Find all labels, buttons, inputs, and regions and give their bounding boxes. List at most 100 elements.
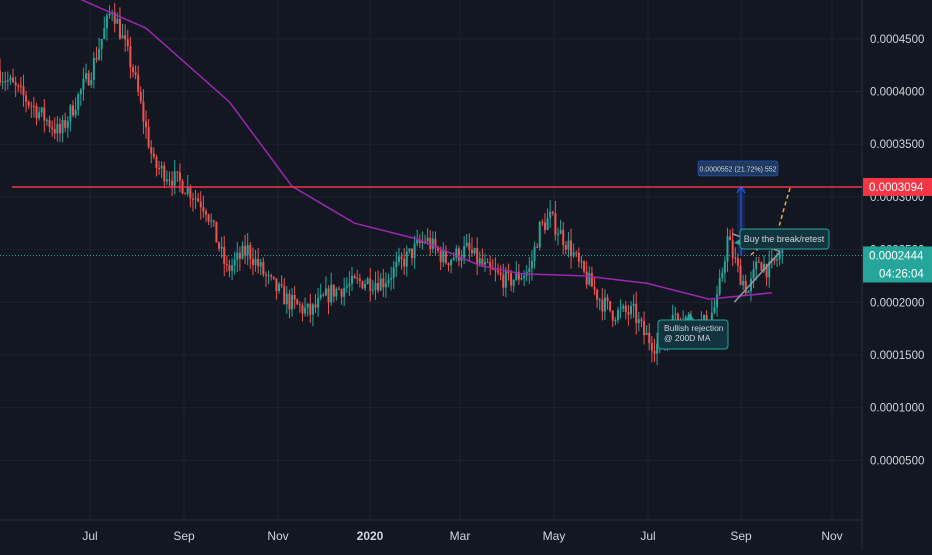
candle [51,127,54,129]
candle [64,120,67,128]
candle [165,179,168,182]
candle [773,258,776,261]
candle [72,105,75,116]
candle [426,237,429,242]
candle [533,246,536,261]
candle [637,319,640,324]
time-axis-label: Sep [730,529,752,543]
candle [395,261,398,268]
candle [778,253,781,260]
candle [400,256,403,259]
candle [447,263,450,266]
candle [377,283,380,291]
candle [45,120,48,122]
triangle-lower-line [733,251,781,303]
candle [580,261,583,263]
candle [502,274,505,288]
candle [379,278,382,291]
candle [218,242,221,249]
time-axis-label: Jul [82,529,97,543]
candle [6,80,9,82]
candle [429,237,432,249]
candle [549,211,552,219]
time-axis-label: 2020 [357,529,384,543]
candle [223,246,226,264]
candle [118,18,121,39]
candle [116,18,119,24]
candle [9,77,12,81]
candle [616,309,619,321]
candle [463,246,466,258]
candle [361,281,364,289]
candle [137,74,140,92]
price-axis-label: 0.0004500 [870,34,924,46]
candle [734,257,737,259]
candle [254,258,257,265]
candle [366,278,369,284]
time-axis-label: Sep [173,529,195,543]
candle [272,276,275,279]
candle [163,165,166,182]
candle [293,294,296,300]
candle [674,313,677,315]
candle [131,67,134,73]
candle [596,289,599,300]
candle [249,245,252,260]
candle [17,85,20,87]
candle [38,112,41,119]
candle [757,261,760,263]
candle [210,220,213,222]
candle [609,301,612,311]
candle [392,267,395,278]
time-axis-label: Nov [821,529,842,543]
candle [627,311,630,315]
candle [729,236,732,241]
time-axis-label: Nov [267,529,288,543]
candle [66,121,69,128]
candle [760,262,763,271]
candle [139,91,142,102]
candle [85,73,88,79]
candle [87,73,90,85]
current-price-tag [863,246,932,283]
candle [776,259,779,261]
candle [358,278,361,282]
candle [494,269,497,271]
candle [588,273,591,285]
candle [236,252,239,260]
candle [721,272,724,279]
candle [434,238,437,248]
candle [593,286,596,290]
candle [384,283,387,288]
candle [424,240,427,242]
candle [225,263,228,265]
measure-label: 0.0000552 (21.72%) 552 [699,166,776,173]
candle [48,120,51,128]
candle [742,280,745,286]
candle [285,293,288,305]
candle [585,271,588,285]
candle [194,198,197,200]
candle [442,250,445,263]
candle [452,257,455,260]
candle [332,284,335,297]
price-axis-label: 0.0002000 [870,297,924,309]
candle [173,171,176,186]
candle [61,120,64,134]
candle [523,275,526,279]
candle [515,271,518,280]
candle [369,278,372,291]
candle [309,303,312,315]
candle [176,171,179,173]
candle [431,238,434,249]
candle [504,270,507,288]
candle [319,294,322,298]
candle [215,221,218,243]
candle [311,304,314,315]
candle [710,312,713,324]
candle [765,263,768,278]
candle [246,245,249,256]
candle [233,259,236,266]
